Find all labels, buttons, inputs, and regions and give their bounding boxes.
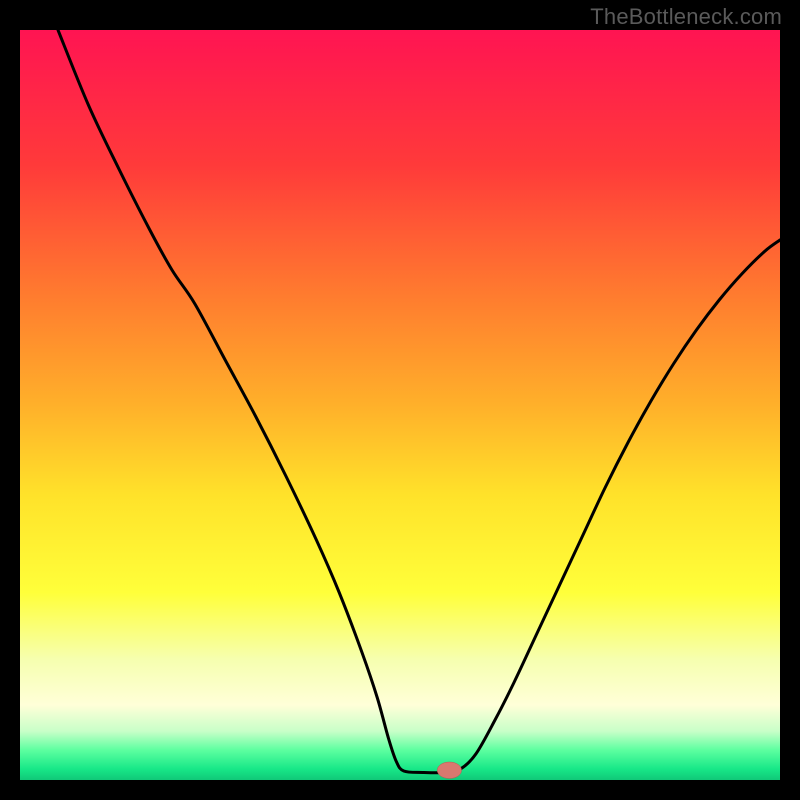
- watermark-text: TheBottleneck.com: [590, 4, 782, 30]
- plot-svg: [20, 30, 780, 780]
- chart-frame: TheBottleneck.com: [0, 0, 800, 800]
- gradient-background: [20, 30, 780, 780]
- optimum-marker: [437, 762, 461, 779]
- plot-area: [20, 30, 780, 780]
